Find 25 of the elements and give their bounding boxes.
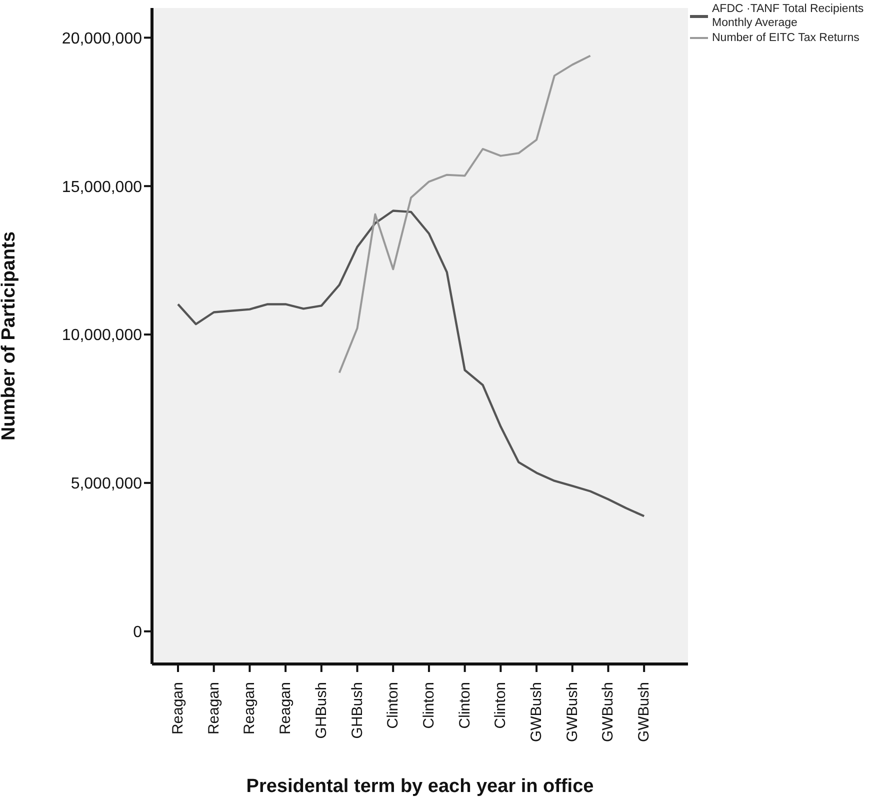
y-axis-title: Number of Participants	[0, 231, 20, 441]
x-tick-label: Clinton	[456, 682, 474, 729]
y-tick-label: 5,000,000	[70, 476, 142, 493]
y-tick-label: 0	[133, 624, 142, 642]
x-tick-label: GWBush	[600, 682, 617, 742]
x-axis-title: Presidental term by each year in office	[246, 776, 594, 797]
line-series	[338, 54, 592, 374]
x-tick-label: Reagan	[205, 682, 222, 735]
x-tick-label: GHBush	[312, 682, 330, 739]
x-tick-label: Reagan	[277, 682, 294, 735]
x-tick-label: GHBush	[348, 682, 366, 739]
x-tick-label: GWBush	[564, 682, 581, 742]
x-tick-label: GWBush	[636, 682, 653, 742]
x-tick-label: Clinton	[492, 682, 510, 729]
y-tick-label: 15,000,000	[62, 178, 142, 196]
line-series	[176, 210, 646, 518]
x-tick-label: GWBush	[528, 682, 546, 742]
x-tick-label: Reagan	[241, 682, 258, 735]
x-tick-label: Clinton	[384, 682, 402, 729]
y-tick-label: 10,000,000	[62, 327, 142, 344]
legend-label: AFDC ·TANF Total Recipients Monthly Average	[712, 2, 865, 30]
y-tick-label: 20,000,000	[62, 30, 142, 48]
x-tick-label: Reagan	[169, 682, 186, 735]
x-tick-label: Clinton	[420, 682, 438, 729]
legend-label: Number of EITC Tax Returns	[712, 31, 860, 45]
